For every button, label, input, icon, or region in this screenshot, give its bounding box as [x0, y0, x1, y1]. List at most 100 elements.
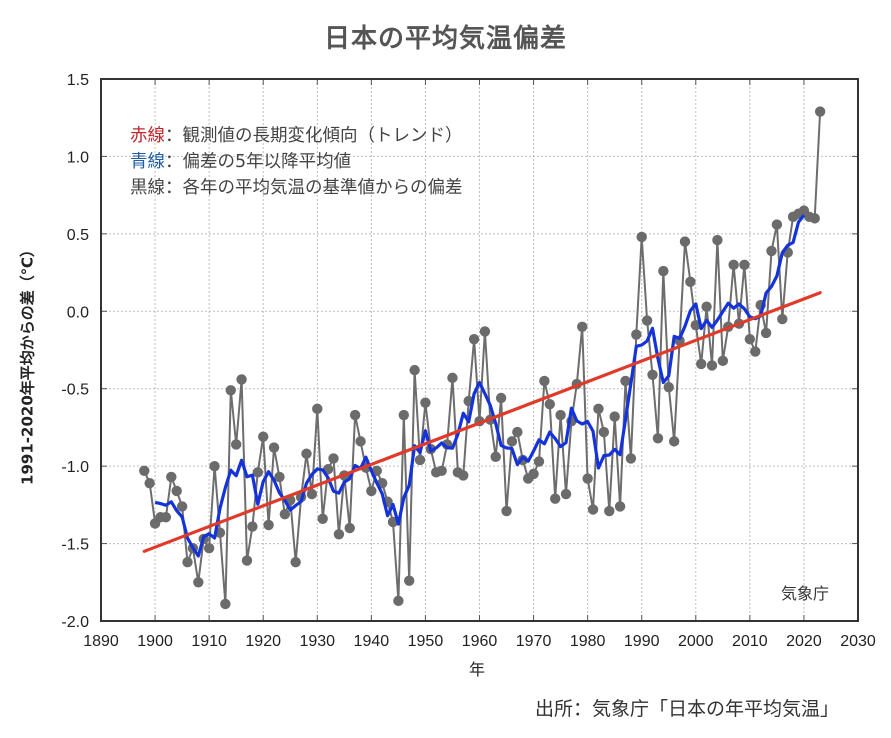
- data-point: [706, 360, 718, 371]
- data-point: [728, 259, 739, 271]
- x-tick-label: 1920: [245, 633, 281, 650]
- x-tick-label: 1910: [191, 633, 227, 650]
- data-point: [139, 465, 150, 476]
- data-point: [685, 276, 696, 288]
- legend-key-blue: 青線: [130, 152, 165, 172]
- data-point: [544, 399, 555, 410]
- chart-title: 日本の平均気温偏差: [323, 24, 567, 54]
- x-tick-label: 2000: [678, 633, 714, 650]
- data-point: [290, 556, 301, 568]
- data-point: [393, 595, 404, 607]
- data-point: [631, 329, 642, 340]
- data-point: [160, 512, 172, 523]
- data-point: [750, 346, 761, 357]
- data-point: [777, 313, 788, 325]
- data-point: [355, 436, 366, 447]
- annual-anomaly-line: [143, 111, 822, 605]
- legend-text-red: ：観測値の長期変化傾向（トレンド）: [165, 126, 463, 146]
- data-point: [349, 409, 361, 421]
- data-point: [252, 467, 264, 478]
- data-point: [658, 265, 669, 277]
- data-point: [247, 521, 258, 532]
- data-point: [506, 436, 518, 447]
- data-point: [604, 505, 615, 517]
- data-point: [533, 456, 545, 467]
- data-point: [577, 321, 588, 332]
- data-point: [193, 577, 204, 588]
- data-point: [182, 556, 193, 568]
- legend-item-blue: 青線：偏差の5年以降平均値: [130, 148, 351, 173]
- data-point: [144, 477, 155, 489]
- data-point: [366, 485, 377, 497]
- data-point: [814, 106, 826, 117]
- data-point: [203, 543, 215, 554]
- data-point: [539, 375, 550, 387]
- data-point: [274, 471, 285, 483]
- data-point: [306, 488, 318, 500]
- x-tick-label: 2030: [840, 633, 876, 650]
- data-point: [625, 453, 637, 464]
- y-tick-label: -1.0: [61, 459, 89, 476]
- x-tick-label: 1980: [570, 633, 606, 650]
- data-point: [679, 236, 691, 247]
- data-point: [490, 451, 501, 463]
- data-point: [236, 374, 247, 385]
- trend-line: [142, 291, 822, 553]
- data-point: [593, 403, 604, 415]
- data-point: [641, 315, 653, 326]
- data-point: [166, 471, 177, 483]
- data-point: [647, 369, 658, 380]
- legend-item-red: 赤線：観測値の長期変化傾向（トレンド）: [130, 122, 463, 147]
- x-tick-label: 2010: [732, 633, 768, 650]
- y-tick-label: 0.5: [67, 227, 89, 244]
- data-point: [598, 426, 610, 438]
- data-point: [171, 485, 182, 497]
- data-point: [712, 234, 723, 246]
- data-point: [614, 501, 626, 512]
- data-point: [771, 219, 783, 230]
- data-point: [225, 385, 236, 396]
- data-point: [695, 358, 707, 370]
- data-point: [344, 522, 355, 534]
- data-point: [652, 433, 664, 444]
- data-point: [636, 231, 647, 243]
- data-point: [479, 326, 491, 337]
- trend-line-series: [142, 291, 822, 553]
- y-tick-label: 1.5: [67, 72, 89, 89]
- data-point: [744, 333, 756, 345]
- data-point: [663, 381, 674, 393]
- data-point: [620, 375, 631, 387]
- data-point: [760, 327, 772, 339]
- data-point: [495, 392, 507, 404]
- data-point: [220, 598, 231, 610]
- x-tick-label: 1930: [299, 633, 335, 650]
- data-point: [176, 501, 188, 512]
- data-point: [230, 439, 242, 450]
- x-axis-label: 年: [469, 660, 486, 679]
- legend-text-blue: ：偏差の5年以降平均値: [165, 152, 352, 172]
- plot-frame: [100, 78, 859, 622]
- annual-anomaly-series: [139, 106, 826, 610]
- data-point: [739, 259, 750, 271]
- y-tick-label: -2.0: [61, 614, 89, 631]
- x-tick-label: 1950: [408, 633, 444, 650]
- data-point: [333, 529, 345, 540]
- data-point: [420, 397, 431, 408]
- y-axis-label: 1991-2020年平均からの差（℃）: [18, 242, 37, 485]
- five-year-mean-line: [154, 214, 806, 558]
- data-point: [582, 473, 593, 484]
- y-tick-label: -1.5: [61, 537, 89, 554]
- data-point: [587, 504, 599, 515]
- legend-text-black: ：各年の平均気温の基準値からの偏差: [165, 178, 463, 198]
- data-point: [301, 448, 312, 459]
- data-point: [528, 468, 539, 480]
- x-tick-label: 1890: [83, 633, 119, 650]
- data-point: [398, 409, 409, 421]
- data-point: [279, 508, 291, 520]
- data-point: [468, 333, 480, 345]
- legend-key-red: 赤線: [130, 126, 165, 146]
- x-tick-label: 2020: [786, 633, 822, 650]
- legend-key-black: 黒線: [130, 178, 165, 198]
- x-tick-label: 1990: [624, 633, 660, 650]
